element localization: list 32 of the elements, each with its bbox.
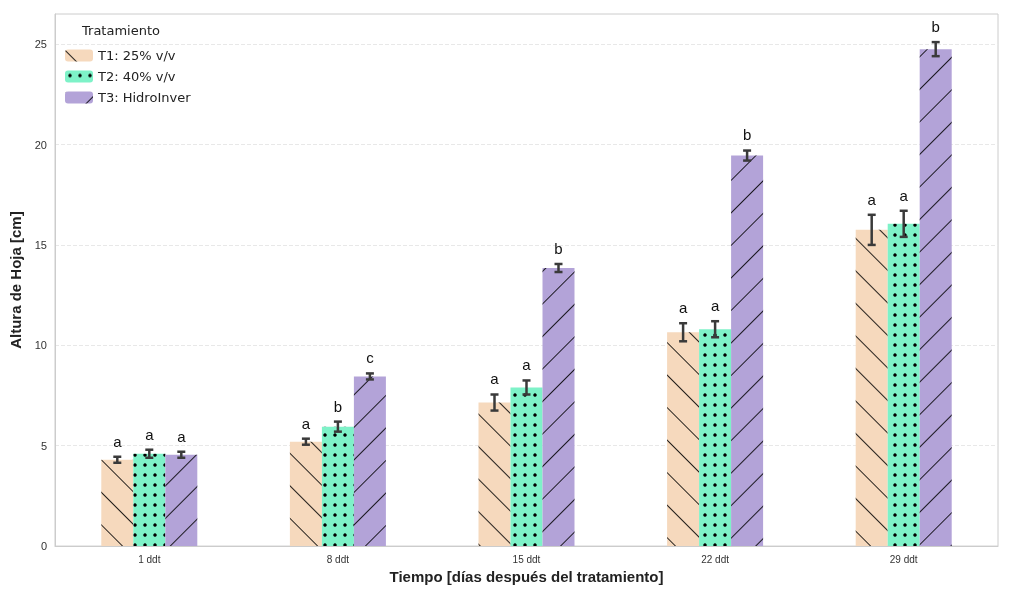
y-tick-label: 5 bbox=[40, 439, 47, 452]
y-tick-label: 10 bbox=[34, 339, 47, 352]
data-label: a bbox=[867, 190, 877, 208]
x-tick-label: 1 ddt bbox=[138, 553, 161, 565]
data-label: a bbox=[301, 414, 311, 432]
data-label: b bbox=[931, 18, 940, 36]
data-label: b bbox=[742, 126, 752, 144]
legend-label: T2: 40% v/v bbox=[97, 69, 176, 84]
y-tick-label: 15 bbox=[34, 238, 47, 251]
data-label: a bbox=[710, 297, 720, 315]
x-tick-label: 29 ddt bbox=[889, 553, 918, 565]
data-label: a bbox=[678, 299, 688, 317]
data-label: b bbox=[333, 397, 343, 415]
legend-title: Tratamiento bbox=[81, 23, 161, 38]
x-tick-label: 15 ddt bbox=[512, 553, 541, 565]
y-tick-label: 25 bbox=[34, 38, 47, 51]
data-label: a bbox=[145, 425, 155, 443]
data-label: b bbox=[554, 239, 563, 257]
y-tick-label: 0 bbox=[40, 540, 47, 553]
data-label: a bbox=[177, 427, 187, 445]
data-label: a bbox=[113, 432, 123, 450]
y-axis-title: Altura de Hoja [cm] bbox=[7, 211, 24, 349]
data-label: a bbox=[522, 356, 532, 374]
legend-label: T3: HidroInver bbox=[97, 90, 192, 105]
x-tick-label: 8 ddt bbox=[326, 553, 350, 565]
data-label: a bbox=[490, 370, 500, 388]
data-label: c bbox=[366, 349, 375, 367]
y-tick-label: 20 bbox=[34, 138, 47, 151]
x-tick-label: 22 ddt bbox=[701, 553, 730, 565]
x-axis-title: Tiempo [días después del tratamiento] bbox=[389, 568, 664, 585]
data-label: a bbox=[899, 186, 909, 204]
legend-label: T1: 25% v/v bbox=[97, 48, 176, 63]
